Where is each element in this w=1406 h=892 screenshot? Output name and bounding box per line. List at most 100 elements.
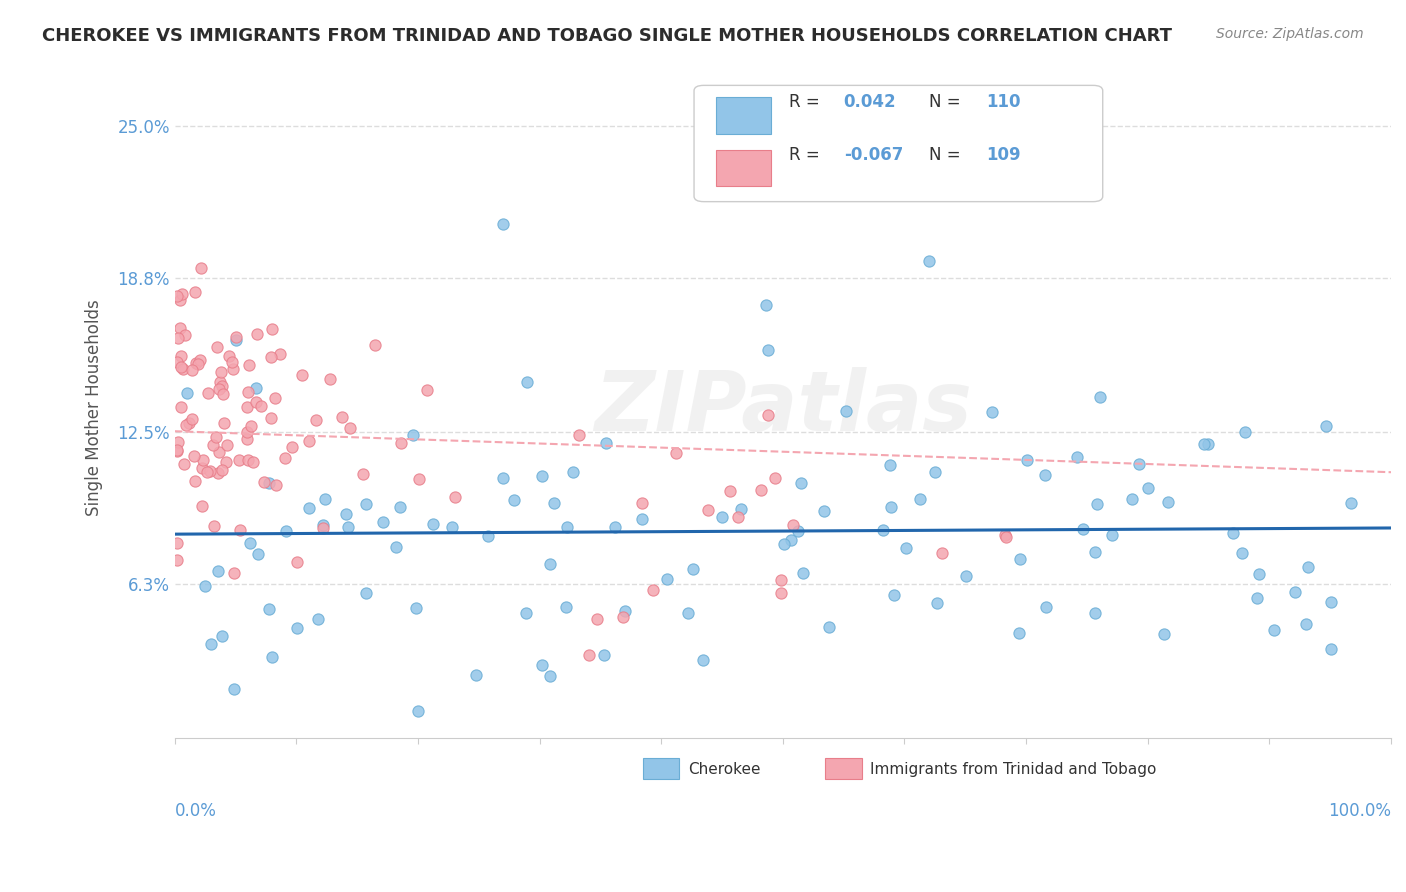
Point xyxy=(538,669,561,683)
Point xyxy=(200,637,222,651)
Point xyxy=(238,385,260,400)
Point xyxy=(908,491,931,506)
Point xyxy=(756,343,779,358)
Point xyxy=(612,609,634,624)
Point xyxy=(281,440,304,454)
Point xyxy=(769,586,792,600)
Point xyxy=(1010,552,1032,566)
Point xyxy=(260,650,283,665)
Point xyxy=(208,444,231,458)
Text: 110: 110 xyxy=(986,93,1021,112)
Point xyxy=(749,483,772,497)
Point xyxy=(981,405,1004,419)
Point xyxy=(205,340,228,354)
Point xyxy=(1320,641,1343,656)
Point xyxy=(1340,496,1362,510)
Point xyxy=(187,357,209,371)
Point xyxy=(181,363,204,377)
Point xyxy=(1230,546,1253,560)
Point xyxy=(166,331,188,345)
Point xyxy=(818,620,841,634)
Point xyxy=(779,533,801,547)
Point xyxy=(530,468,553,483)
Point xyxy=(925,596,948,610)
Point xyxy=(872,523,894,537)
Text: 109: 109 xyxy=(986,146,1021,164)
Point xyxy=(298,434,321,448)
Point xyxy=(221,355,243,369)
Point xyxy=(1194,437,1216,451)
Point xyxy=(385,540,408,554)
Point xyxy=(692,652,714,666)
Point xyxy=(172,286,194,301)
Point xyxy=(1015,453,1038,467)
Point xyxy=(1085,497,1108,511)
Point xyxy=(245,394,267,409)
Point xyxy=(183,449,205,463)
Point xyxy=(222,361,245,376)
Point xyxy=(578,648,600,662)
Point xyxy=(918,254,941,268)
Point xyxy=(444,490,467,504)
Point xyxy=(170,400,193,414)
Point xyxy=(568,427,591,442)
Text: 100.0%: 100.0% xyxy=(1329,803,1391,821)
Point xyxy=(190,261,212,276)
Point xyxy=(613,604,636,618)
Point xyxy=(1071,522,1094,536)
Point xyxy=(1246,591,1268,605)
Point xyxy=(543,496,565,510)
Point xyxy=(236,425,259,439)
Point xyxy=(1234,425,1257,440)
Point xyxy=(1263,624,1285,638)
Point xyxy=(416,383,439,397)
Point xyxy=(516,376,538,390)
Point xyxy=(422,516,444,531)
Point xyxy=(605,520,627,534)
Point xyxy=(222,566,245,580)
Point xyxy=(264,478,287,492)
Point xyxy=(1295,617,1317,632)
Point xyxy=(389,435,412,450)
Text: N =: N = xyxy=(929,146,966,164)
Point xyxy=(538,558,561,572)
Point xyxy=(335,507,357,521)
Point xyxy=(269,347,291,361)
Point xyxy=(207,564,229,578)
Point xyxy=(166,444,188,458)
Point xyxy=(305,412,328,426)
Point xyxy=(763,471,786,485)
Point xyxy=(260,410,283,425)
Point xyxy=(1249,566,1271,581)
Point xyxy=(194,579,217,593)
Point xyxy=(238,453,260,467)
Point xyxy=(330,409,353,424)
Point xyxy=(388,500,411,514)
Point xyxy=(585,612,607,626)
FancyBboxPatch shape xyxy=(695,86,1102,202)
Point xyxy=(1008,626,1031,640)
Point xyxy=(166,289,188,303)
Point xyxy=(792,566,814,580)
Point xyxy=(782,518,804,533)
Point xyxy=(242,455,264,469)
Point xyxy=(955,569,977,583)
Text: 0.0%: 0.0% xyxy=(174,803,217,821)
Point xyxy=(307,613,329,627)
Point xyxy=(260,322,283,336)
Point xyxy=(1315,418,1337,433)
Text: Source: ZipAtlas.com: Source: ZipAtlas.com xyxy=(1216,27,1364,41)
Point xyxy=(201,438,224,452)
Point xyxy=(643,583,665,598)
Point xyxy=(371,515,394,529)
Point xyxy=(465,668,488,682)
Point xyxy=(1296,560,1319,574)
Point xyxy=(184,285,207,300)
Point xyxy=(352,467,374,481)
Point xyxy=(176,385,198,400)
Point xyxy=(298,501,321,516)
Point xyxy=(1136,481,1159,495)
Point xyxy=(405,601,427,615)
Point xyxy=(166,442,188,457)
Text: R =: R = xyxy=(789,93,825,112)
